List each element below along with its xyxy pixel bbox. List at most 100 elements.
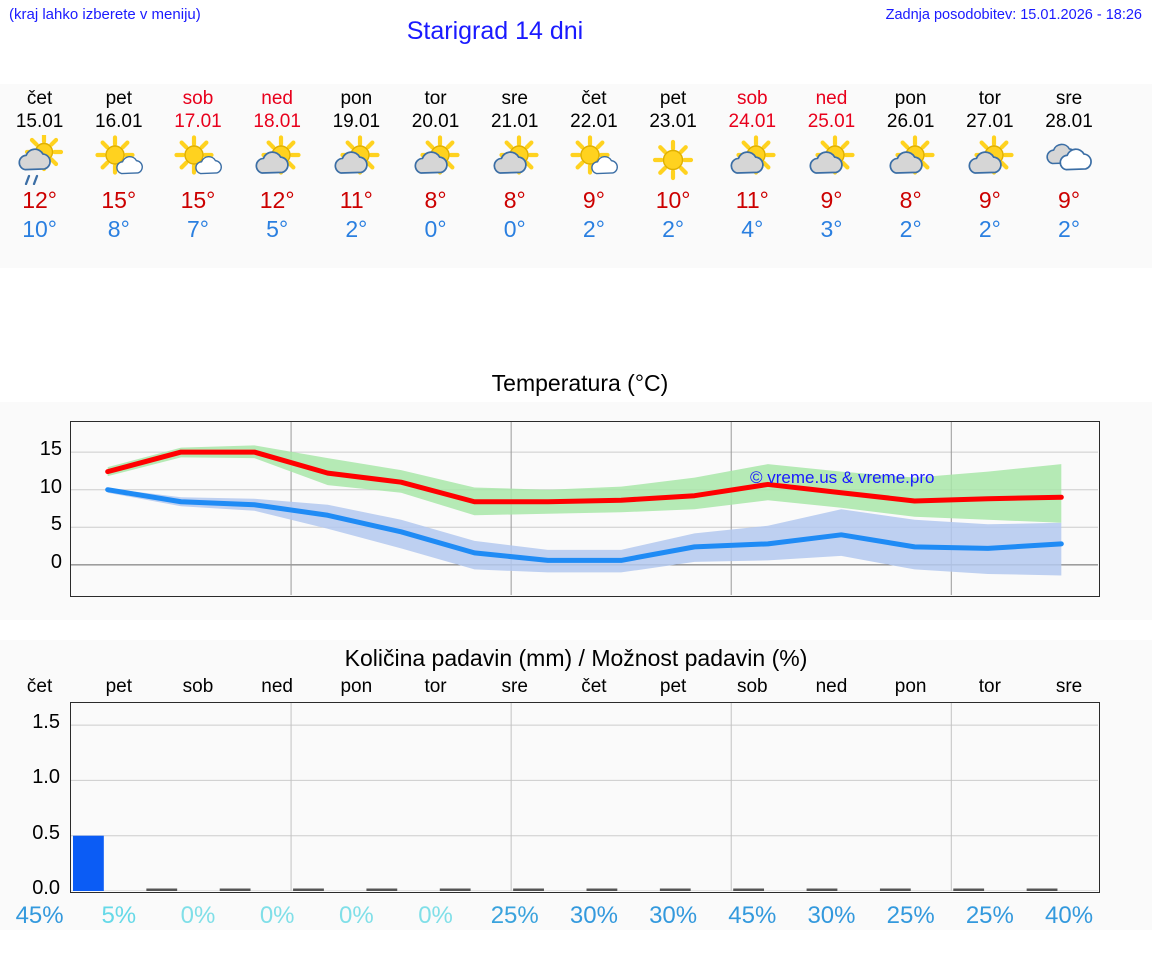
temperature-min: 2°	[582, 216, 605, 242]
temperature-min: 0°	[424, 216, 447, 242]
temperature-min: 10°	[22, 216, 57, 242]
precipitation-day-label: ned	[815, 676, 848, 697]
sun-small-cloud-icon	[554, 134, 633, 186]
precipitation-day-label: čet	[26, 676, 53, 697]
precipitation-day-labels: čet pet sob ned pon tor sre čet pet sob ned pon tor s…	[0, 676, 1152, 700]
precipitation-day-label: pet	[105, 676, 132, 697]
day-name: ned	[815, 88, 848, 109]
temperature-min: 2°	[345, 216, 368, 242]
day-name: čet	[581, 88, 607, 109]
precipitation-probability: 45%	[728, 902, 777, 929]
temperature-max: 9°	[1058, 187, 1081, 213]
daily-forecast-strip: čet 15.01 12° 10° pet 16.01 15° 8° sob 17.01 15…	[0, 84, 1152, 268]
day-name: čet	[26, 88, 53, 109]
day-date: 26.01	[886, 111, 935, 132]
temperature-max: 8°	[503, 187, 526, 213]
sun-behind-cloud-icon	[475, 134, 554, 186]
sun-behind-cloud-icon	[238, 134, 317, 186]
temperature-plot-svg	[71, 422, 1098, 595]
precipitation-probability: 30%	[569, 902, 618, 929]
precipitation-probability: 0%	[259, 902, 295, 929]
forecast-day-column[interactable]: ned 18.01 12° 5°	[238, 84, 317, 268]
temperature-max: 12°	[259, 187, 295, 213]
day-date: 15.01	[15, 111, 64, 132]
precipitation-day-label: čet	[581, 676, 607, 697]
forecast-day-column[interactable]: tor 27.01 9° 2°	[950, 84, 1029, 268]
sun-behind-cloud-icon	[713, 134, 792, 186]
forecast-day-column[interactable]: sre 28.01 9° 2°	[1029, 84, 1108, 268]
day-name: sob	[182, 88, 214, 109]
forecast-day-column[interactable]: pon 26.01 8° 2°	[871, 84, 950, 268]
temperature-max: 15°	[101, 187, 137, 213]
sun-behind-cloud-icon	[792, 134, 871, 186]
precipitation-probability: 0%	[339, 902, 374, 929]
day-name: sre	[1055, 88, 1083, 109]
temperature-max: 8°	[899, 187, 922, 213]
y-axis-tick-label: 5	[50, 513, 62, 536]
forecast-day-column[interactable]: tor 20.01 8° 0°	[396, 84, 475, 268]
day-date: 28.01	[1045, 111, 1093, 132]
y-axis-tick-label: 1.0	[32, 766, 60, 789]
temperature-chart-section: Temperatura (°C) 0 5 10 15 © vreme.us & vre…	[0, 368, 1152, 620]
precipitation-day-label: tor	[978, 676, 1001, 697]
precipitation-probability: 45%	[15, 902, 64, 929]
temperature-min: 2°	[1058, 216, 1081, 242]
page-header: (kraj lahko izberete v meniju) Starigrad…	[0, 0, 1152, 60]
temperature-max: 9°	[820, 187, 843, 213]
precipitation-day-label: sre	[501, 676, 528, 697]
sun-cloud-rain-icon	[0, 134, 79, 186]
precipitation-day-label: sob	[736, 676, 768, 697]
y-axis-tick-label: 1.5	[32, 711, 60, 734]
precipitation-plot-area	[70, 702, 1100, 893]
precipitation-day-label: sre	[1055, 676, 1083, 697]
day-name: pon	[894, 88, 927, 109]
temperature-min: 0°	[503, 216, 526, 242]
temperature-min: 7°	[186, 216, 209, 242]
sun-icon	[634, 134, 713, 186]
forecast-day-column[interactable]: sob 24.01 11° 4°	[713, 84, 792, 268]
day-date: 16.01	[95, 111, 143, 132]
precipitation-probability: 30%	[807, 902, 856, 929]
precipitation-probability: 0%	[180, 902, 216, 929]
day-name: pet	[659, 88, 687, 109]
menu-hint-text: (kraj lahko izberete v meniju)	[9, 6, 201, 23]
forecast-day-column[interactable]: ned 25.01 9° 3°	[792, 84, 871, 268]
precipitation-probability: 40%	[1045, 902, 1094, 929]
forecast-day-column[interactable]: pon 19.01 11° 2°	[317, 84, 396, 268]
sun-behind-cloud-icon	[317, 134, 396, 186]
day-date: 18.01	[253, 111, 301, 132]
temperature-min: 2°	[978, 216, 1001, 242]
sun-behind-cloud-icon	[396, 134, 475, 186]
day-date: 19.01	[332, 111, 381, 132]
day-name: ned	[261, 88, 293, 109]
precipitation-probability: 30%	[649, 902, 698, 929]
temperature-min: 5°	[266, 216, 289, 242]
precipitation-probability: 0%	[418, 902, 453, 929]
precipitation-day-label: ned	[261, 676, 293, 697]
day-date: 20.01	[411, 111, 460, 132]
day-date: 27.01	[966, 111, 1014, 132]
temperature-min: 4°	[741, 216, 764, 242]
sun-small-cloud-icon	[158, 134, 237, 186]
y-axis-tick-label: 0.0	[32, 877, 60, 899]
overcast-icon	[1029, 134, 1108, 186]
temperature-max: 10°	[655, 187, 691, 213]
forecast-day-column[interactable]: pet 16.01 15° 8°	[79, 84, 158, 268]
forecast-day-column[interactable]: pet 23.01 10° 2°	[634, 84, 713, 268]
day-name: sob	[736, 88, 768, 109]
day-date: 25.01	[807, 111, 856, 132]
sun-behind-cloud-icon	[871, 134, 950, 186]
day-date: 22.01	[570, 111, 618, 132]
precipitation-probability: 25%	[965, 902, 1014, 929]
precipitation-day-label: pon	[340, 676, 373, 697]
temperature-min: 2°	[662, 216, 685, 242]
forecast-day-column[interactable]: čet 22.01 9° 2°	[554, 84, 633, 268]
temperature-min: 2°	[899, 216, 922, 242]
forecast-day-column[interactable]: sre 21.01 8° 0°	[475, 84, 554, 268]
precipitation-probability: 5%	[101, 902, 137, 929]
forecast-day-column[interactable]: sob 17.01 15° 7°	[158, 84, 237, 268]
precipitation-probability: 25%	[490, 902, 539, 929]
forecast-day-column[interactable]: čet 15.01 12° 10°	[0, 84, 79, 268]
sun-small-cloud-icon	[79, 134, 158, 186]
temperature-max: 15°	[180, 187, 216, 213]
